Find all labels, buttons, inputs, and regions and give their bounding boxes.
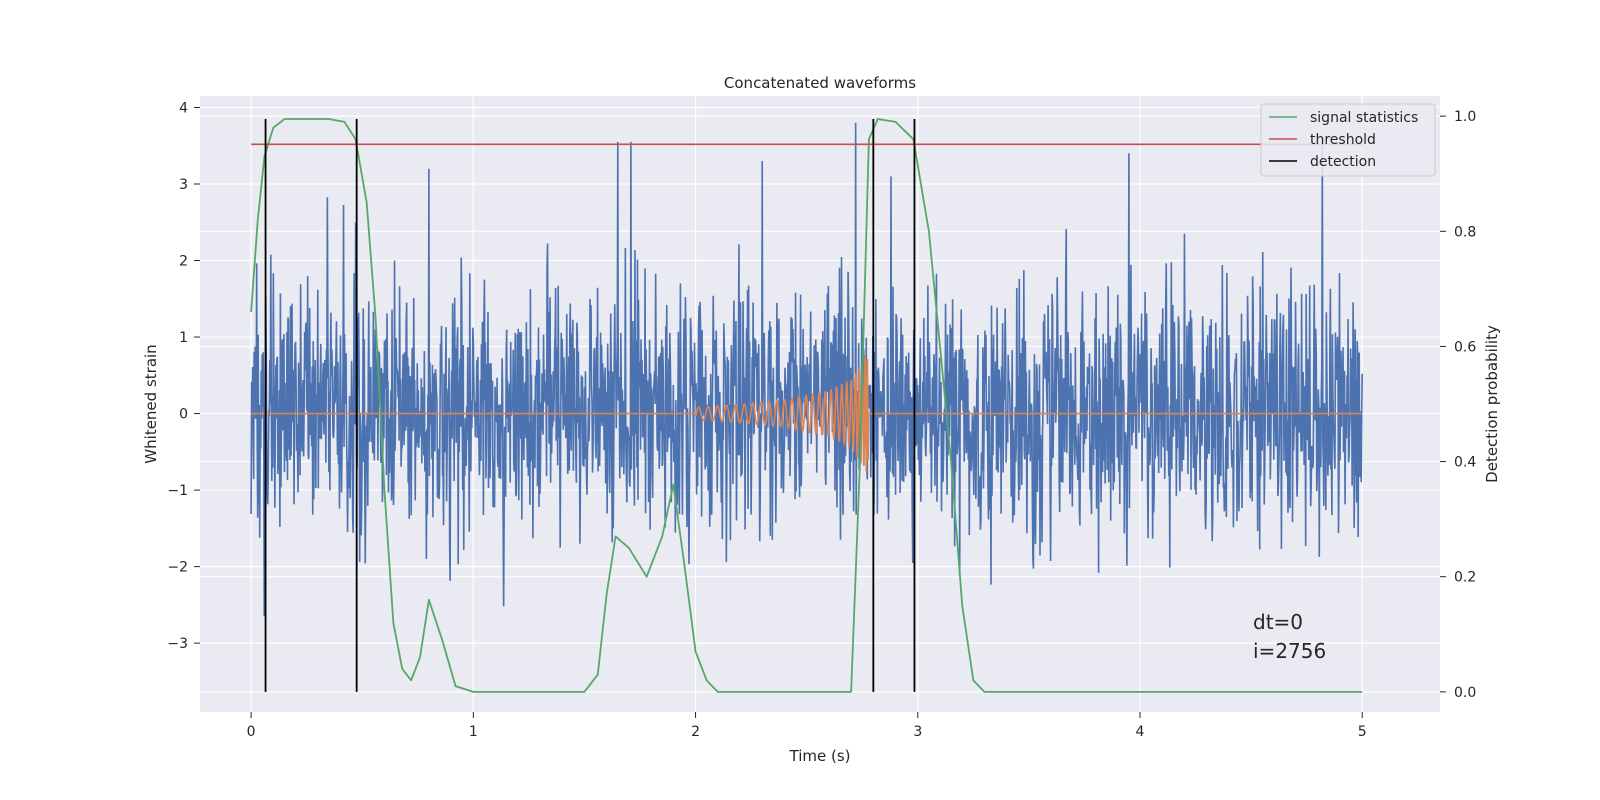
y-right-tick-label-4: 0.8 (1454, 224, 1476, 240)
y-right-axis-label: Detection probability (1483, 325, 1501, 483)
y-tick-label-7: 4 (179, 100, 188, 116)
legend-label-threshold: threshold (1310, 132, 1376, 148)
noise-line (250, 122, 1364, 617)
legend-label-detection: detection (1310, 154, 1376, 170)
chart-title: Concatenated waveforms (724, 74, 916, 92)
legend: signal statistics threshold detection (1260, 103, 1436, 177)
noise-series (250, 122, 1364, 617)
injected-waveform-line (251, 355, 1363, 472)
y-right-tick-label-0: 0.0 (1454, 685, 1476, 701)
x-axis-label: Time (s) (789, 747, 851, 765)
y-right-axis-ticks: 0.0 0.2 0.4 0.6 0.8 1.0 (1440, 109, 1476, 701)
plot-area (250, 118, 1364, 693)
y-right-tick-label-5: 1.0 (1454, 109, 1476, 125)
y-tick-label-1: −2 (167, 560, 188, 576)
annotation-i: i=2756 (1253, 639, 1326, 663)
x-tick-label-2: 2 (691, 724, 700, 740)
x-tick-label-4: 4 (1136, 724, 1145, 740)
y-tick-label-0: −3 (167, 636, 188, 652)
x-tick-label-1: 1 (469, 724, 478, 740)
y-tick-label-3: 0 (179, 407, 188, 423)
legend-frame (1260, 103, 1436, 177)
y-tick-label-2: −1 (167, 483, 188, 499)
line-series (250, 118, 1363, 693)
y-tick-label-4: 1 (179, 330, 188, 346)
x-tick-label-5: 5 (1358, 724, 1367, 740)
legend-label-signal-statistics: signal statistics (1310, 110, 1418, 126)
x-axis-ticks: 0 1 2 3 4 5 (247, 712, 1367, 740)
y-right-tick-label-3: 0.6 (1454, 339, 1476, 355)
y-axis-ticks: −3 −2 −1 0 1 2 3 4 (167, 100, 200, 652)
y-tick-label-6: 3 (179, 177, 188, 193)
y-right-tick-label-1: 0.2 (1454, 570, 1476, 586)
y-right-tick-label-2: 0.4 (1454, 455, 1476, 471)
y-axis-label: Whitened strain (142, 344, 160, 463)
x-tick-label-3: 3 (913, 724, 922, 740)
y-tick-label-5: 2 (179, 254, 188, 270)
signal-statistics-line (250, 118, 1363, 693)
annotation-dt: dt=0 (1253, 610, 1303, 634)
x-tick-label-0: 0 (247, 724, 256, 740)
